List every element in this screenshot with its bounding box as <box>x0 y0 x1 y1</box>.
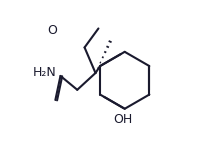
Text: H₂N: H₂N <box>33 66 56 80</box>
Text: OH: OH <box>113 113 132 126</box>
Text: O: O <box>47 24 57 37</box>
